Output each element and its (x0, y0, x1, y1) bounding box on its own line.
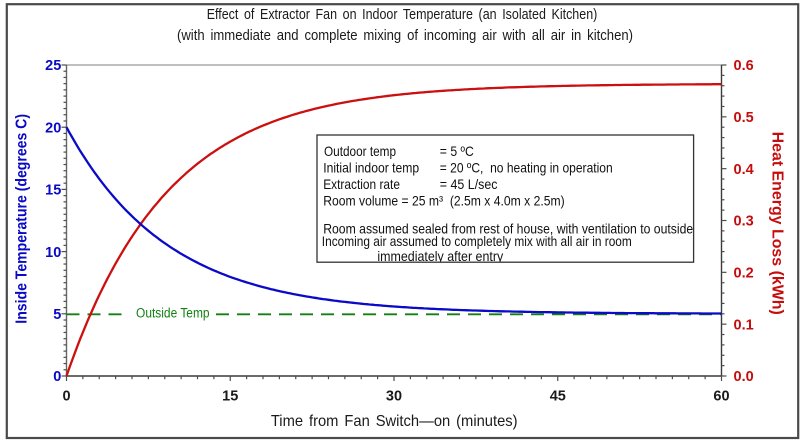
svg-text:0.0: 0.0 (734, 369, 754, 385)
svg-text:Outdoor temp: Outdoor temp (324, 144, 396, 159)
svg-text:Outside Temp: Outside Temp (136, 305, 210, 320)
svg-text:15: 15 (222, 389, 238, 405)
svg-text:0.3: 0.3 (734, 214, 754, 230)
svg-text:Heat Energy Loss (kWh): Heat Energy Loss (kWh) (769, 132, 786, 315)
svg-text:0.2: 0.2 (734, 266, 754, 282)
svg-text:(with immediate and complete m: (with immediate and complete mixing of i… (177, 28, 633, 44)
svg-text:25: 25 (45, 58, 61, 74)
svg-text:Room assumed sealed from rest: Room assumed sealed from rest of house, … (323, 222, 693, 237)
svg-text:0.1: 0.1 (734, 317, 754, 333)
svg-text:Time from Fan Switch—on (minut: Time from Fan Switch—on (minutes) (271, 413, 518, 430)
svg-text:45: 45 (550, 389, 566, 405)
svg-text:Initial indoor temp: Initial indoor temp (323, 161, 419, 176)
svg-text:0: 0 (53, 369, 61, 385)
svg-text:0: 0 (62, 389, 70, 405)
svg-text:= 45 L/sec: = 45 L/sec (440, 177, 498, 192)
svg-text:0.6: 0.6 (734, 58, 754, 74)
svg-text:15: 15 (45, 183, 61, 199)
svg-text:Room volume = 25 m³ (2.5m x 4: Room volume = 25 m³ (2.5m x 4.0m x 2.5m) (323, 194, 565, 209)
svg-text:Incoming air assumed to comple: Incoming air assumed to completely mix w… (322, 234, 632, 249)
svg-text:0.5: 0.5 (734, 110, 754, 126)
svg-text:10: 10 (45, 245, 61, 261)
svg-text:Inside Temperature (degrees C): Inside Temperature (degrees C) (14, 114, 31, 324)
svg-text:0.4: 0.4 (734, 162, 754, 178)
svg-text:Effect of Extractor Fan on Ind: Effect of Extractor Fan on Indoor Temper… (207, 7, 598, 23)
svg-text:immediately after entry: immediately after entry (377, 249, 503, 264)
svg-text:= 5 ºC: = 5 ºC (440, 144, 474, 159)
svg-text:60: 60 (713, 389, 729, 405)
svg-text:20: 20 (45, 120, 61, 136)
svg-text:30: 30 (386, 389, 402, 405)
svg-text:= 20 ºC, no heating in operat: = 20 ºC, no heating in operation (440, 161, 613, 176)
svg-text:Extraction rate: Extraction rate (323, 177, 400, 192)
svg-text:5: 5 (53, 307, 61, 323)
